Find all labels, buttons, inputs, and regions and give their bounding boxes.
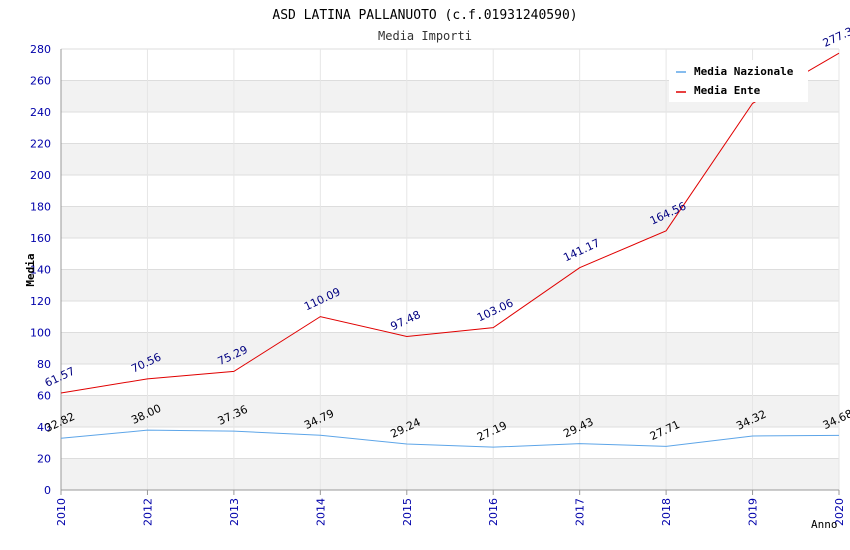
y-tick-label: 260	[30, 75, 51, 88]
x-tick-label: 2020	[833, 498, 846, 526]
x-tick-label: 2015	[401, 498, 414, 526]
x-tick-label: 2014	[314, 498, 327, 526]
y-tick-label: 100	[30, 327, 51, 340]
plot-band	[61, 175, 839, 207]
x-tick-label: 2016	[487, 498, 500, 526]
plot-band	[61, 332, 839, 364]
legend: Media Nazionale Media Ente	[669, 60, 808, 102]
y-tick-label: 240	[30, 106, 51, 119]
plot-background	[61, 49, 839, 490]
y-tick-label: 220	[30, 138, 51, 151]
plot-band	[61, 269, 839, 301]
y-tick-label: 200	[30, 169, 51, 182]
y-tick-label: 140	[30, 264, 51, 277]
plot-band	[61, 364, 839, 396]
y-axis-label: Media	[24, 253, 37, 286]
y-tick-label: 0	[44, 484, 51, 497]
plot-band	[61, 395, 839, 427]
series-line-media-nazionale	[60, 429, 840, 448]
axes	[60, 49, 840, 495]
chart-title: ASD LATINA PALLANUOTO (c.f.01931240590)	[272, 8, 577, 23]
series-lines	[60, 52, 840, 448]
series-line-media-ente	[60, 52, 840, 394]
data-label-media-ente: 277.37	[821, 22, 850, 50]
plot-band	[61, 427, 839, 459]
plot-band	[61, 301, 839, 333]
y-tick-labels: 0 20 40 60 80 100 120 140 160 180 200 220 240 260 280	[30, 43, 51, 497]
legend-label-media-ente: Media Ente	[694, 84, 761, 97]
y-tick-label: 280	[30, 43, 51, 56]
legend-label-media-nazionale: Media Nazionale	[694, 65, 794, 78]
plot-band	[61, 112, 839, 144]
y-tick-label: 60	[37, 390, 51, 403]
plot-band	[61, 458, 839, 490]
y-tick-label: 80	[37, 358, 51, 371]
x-tick-label: 2019	[747, 498, 760, 526]
x-tick-label: 2013	[228, 498, 241, 526]
y-tick-label: 40	[37, 421, 51, 434]
x-tick-label: 2017	[574, 498, 587, 526]
x-tick-labels: 2010 2012 2013 2014 2015 2016 2017 2018 2019 2020	[55, 498, 846, 526]
y-tick-label: 20	[37, 453, 51, 466]
plot-band	[61, 206, 839, 238]
y-tick-label: 160	[30, 232, 51, 245]
x-tick-label: 2018	[660, 498, 673, 526]
x-tick-label: 2012	[141, 498, 154, 526]
plot-band	[61, 143, 839, 175]
x-tick-label: 2010	[55, 498, 68, 526]
y-tick-label: 180	[30, 201, 51, 214]
chart-subtitle: Media Importi	[378, 29, 472, 43]
plot-band	[61, 238, 839, 270]
legend-box	[669, 60, 808, 102]
x-axis-label: Anno	[811, 518, 838, 531]
y-tick-label: 120	[30, 295, 51, 308]
